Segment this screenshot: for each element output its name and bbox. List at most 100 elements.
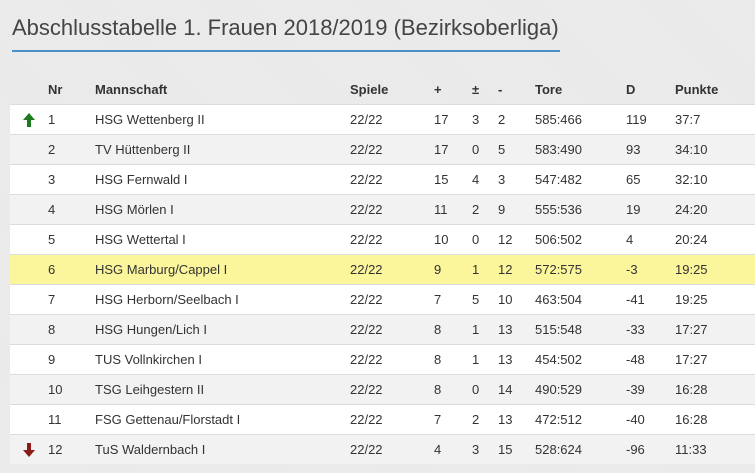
draws-cell: 0 [472, 382, 480, 397]
diff-cell: -41 [626, 292, 645, 307]
team-cell: HSG Marburg/Cappel I [95, 262, 228, 277]
header-losses: - [498, 81, 503, 97]
wins-cell: 17 [434, 142, 449, 157]
table-row: 4 HSG Mörlen I 22/22 11 2 9 555:536 19 2… [10, 194, 755, 225]
draws-cell: 1 [472, 322, 480, 337]
status-cell [10, 195, 48, 225]
losses-cell: 12 [498, 232, 513, 247]
draws-cell: 2 [472, 202, 480, 217]
status-cell [10, 315, 48, 345]
games-cell: 22/22 [350, 292, 383, 307]
games-cell: 22/22 [350, 322, 383, 337]
table-row: 2 TV Hüttenberg II 22/22 17 0 5 583:490 … [10, 134, 755, 165]
status-cell [10, 135, 48, 165]
table-row: 12 TuS Waldernbach I 22/22 4 3 15 528:62… [10, 434, 755, 465]
status-cell [10, 285, 48, 315]
points-cell: 17:27 [675, 322, 708, 337]
losses-cell: 3 [498, 172, 506, 187]
goals-cell: 555:536 [535, 202, 582, 217]
losses-cell: 9 [498, 202, 506, 217]
team-cell: HSG Fernwald I [95, 172, 188, 187]
status-cell [10, 435, 48, 465]
wins-cell: 8 [434, 382, 442, 397]
draws-cell: 3 [472, 112, 480, 127]
nr-cell: 8 [48, 322, 56, 337]
diff-cell: -3 [626, 262, 638, 277]
table-row: 8 HSG Hungen/Lich I 22/22 8 1 13 515:548… [10, 314, 755, 345]
goals-cell: 515:548 [535, 322, 582, 337]
table-row: 3 HSG Fernwald I 22/22 15 4 3 547:482 65… [10, 164, 755, 195]
page-title: Abschlusstabelle 1. Frauen 2018/2019 (Be… [12, 15, 559, 40]
points-cell: 32:10 [675, 172, 708, 187]
diff-cell: 93 [626, 142, 641, 157]
table-row-highlighted: 6 HSG Marburg/Cappel I 22/22 9 1 12 572:… [10, 254, 755, 285]
wins-cell: 8 [434, 322, 442, 337]
goals-cell: 572:575 [535, 262, 582, 277]
nr-cell: 1 [48, 112, 56, 127]
table-row: 5 HSG Wettertal I 22/22 10 0 12 506:502 … [10, 224, 755, 255]
losses-cell: 12 [498, 262, 513, 277]
nr-cell: 4 [48, 202, 56, 217]
team-cell: HSG Wettenberg II [95, 112, 205, 127]
nr-cell: 5 [48, 232, 56, 247]
team-cell: TSG Leihgestern II [95, 382, 205, 397]
nr-cell: 10 [48, 382, 63, 397]
team-cell: TuS Waldernbach I [95, 442, 206, 457]
losses-cell: 5 [498, 142, 506, 157]
wins-cell: 17 [434, 112, 449, 127]
diff-cell: 119 [626, 112, 647, 127]
losses-cell: 10 [498, 292, 513, 307]
points-cell: 34:10 [675, 142, 708, 157]
points-cell: 19:25 [675, 292, 708, 307]
wins-cell: 7 [434, 412, 442, 427]
games-cell: 22/22 [350, 112, 383, 127]
team-cell: HSG Mörlen I [95, 202, 174, 217]
points-cell: 19:25 [675, 262, 708, 277]
header-goals: Tore [535, 81, 563, 97]
games-cell: 22/22 [350, 172, 383, 187]
nr-cell: 11 [48, 412, 62, 427]
games-cell: 22/22 [350, 232, 383, 247]
header-wins: + [434, 81, 442, 97]
losses-cell: 13 [498, 352, 513, 367]
table-header-row: Nr Mannschaft Spiele + ± - Tore D Punkte [10, 74, 755, 105]
games-cell: 22/22 [350, 142, 383, 157]
status-cell [10, 255, 48, 285]
draws-cell: 1 [472, 262, 480, 277]
page-title-container: Abschlusstabelle 1. Frauen 2018/2019 (Be… [12, 14, 560, 52]
points-cell: 37:7 [675, 112, 701, 127]
table-row: 10 TSG Leihgestern II 22/22 8 0 14 490:5… [10, 374, 755, 405]
header-points: Punkte [675, 81, 719, 97]
status-cell [10, 405, 48, 435]
nr-cell: 2 [48, 142, 56, 157]
diff-cell: -33 [626, 322, 645, 337]
team-cell: HSG Wettertal I [95, 232, 186, 247]
table-row: 7 HSG Herborn/Seelbach I 22/22 7 5 10 46… [10, 284, 755, 315]
wins-cell: 9 [434, 262, 442, 277]
diff-cell: -39 [626, 382, 645, 397]
draws-cell: 3 [472, 442, 480, 457]
losses-cell: 2 [498, 112, 506, 127]
games-cell: 22/22 [350, 412, 383, 427]
arrow-up-icon [23, 113, 35, 128]
losses-cell: 15 [498, 442, 513, 457]
goals-cell: 547:482 [535, 172, 582, 187]
goals-cell: 528:624 [535, 442, 582, 457]
games-cell: 22/22 [350, 442, 383, 457]
team-cell: FSG Gettenau/Florstadt I [95, 412, 241, 427]
goals-cell: 585:466 [535, 112, 582, 127]
nr-cell: 12 [48, 442, 63, 457]
header-nr: Nr [48, 81, 63, 97]
header-diff: D [626, 81, 636, 97]
header-team: Mannschaft [95, 81, 168, 97]
goals-cell: 583:490 [535, 142, 582, 157]
header-draws: ± [472, 81, 480, 97]
table-row: 1 HSG Wettenberg II 22/22 17 3 2 585:466… [10, 104, 755, 135]
goals-cell: 472:512 [535, 412, 582, 427]
team-cell: TV Hüttenberg II [95, 142, 191, 157]
games-cell: 22/22 [350, 262, 383, 277]
nr-cell: 3 [48, 172, 56, 187]
wins-cell: 7 [434, 292, 442, 307]
points-cell: 16:28 [675, 412, 708, 427]
status-cell [10, 105, 48, 135]
